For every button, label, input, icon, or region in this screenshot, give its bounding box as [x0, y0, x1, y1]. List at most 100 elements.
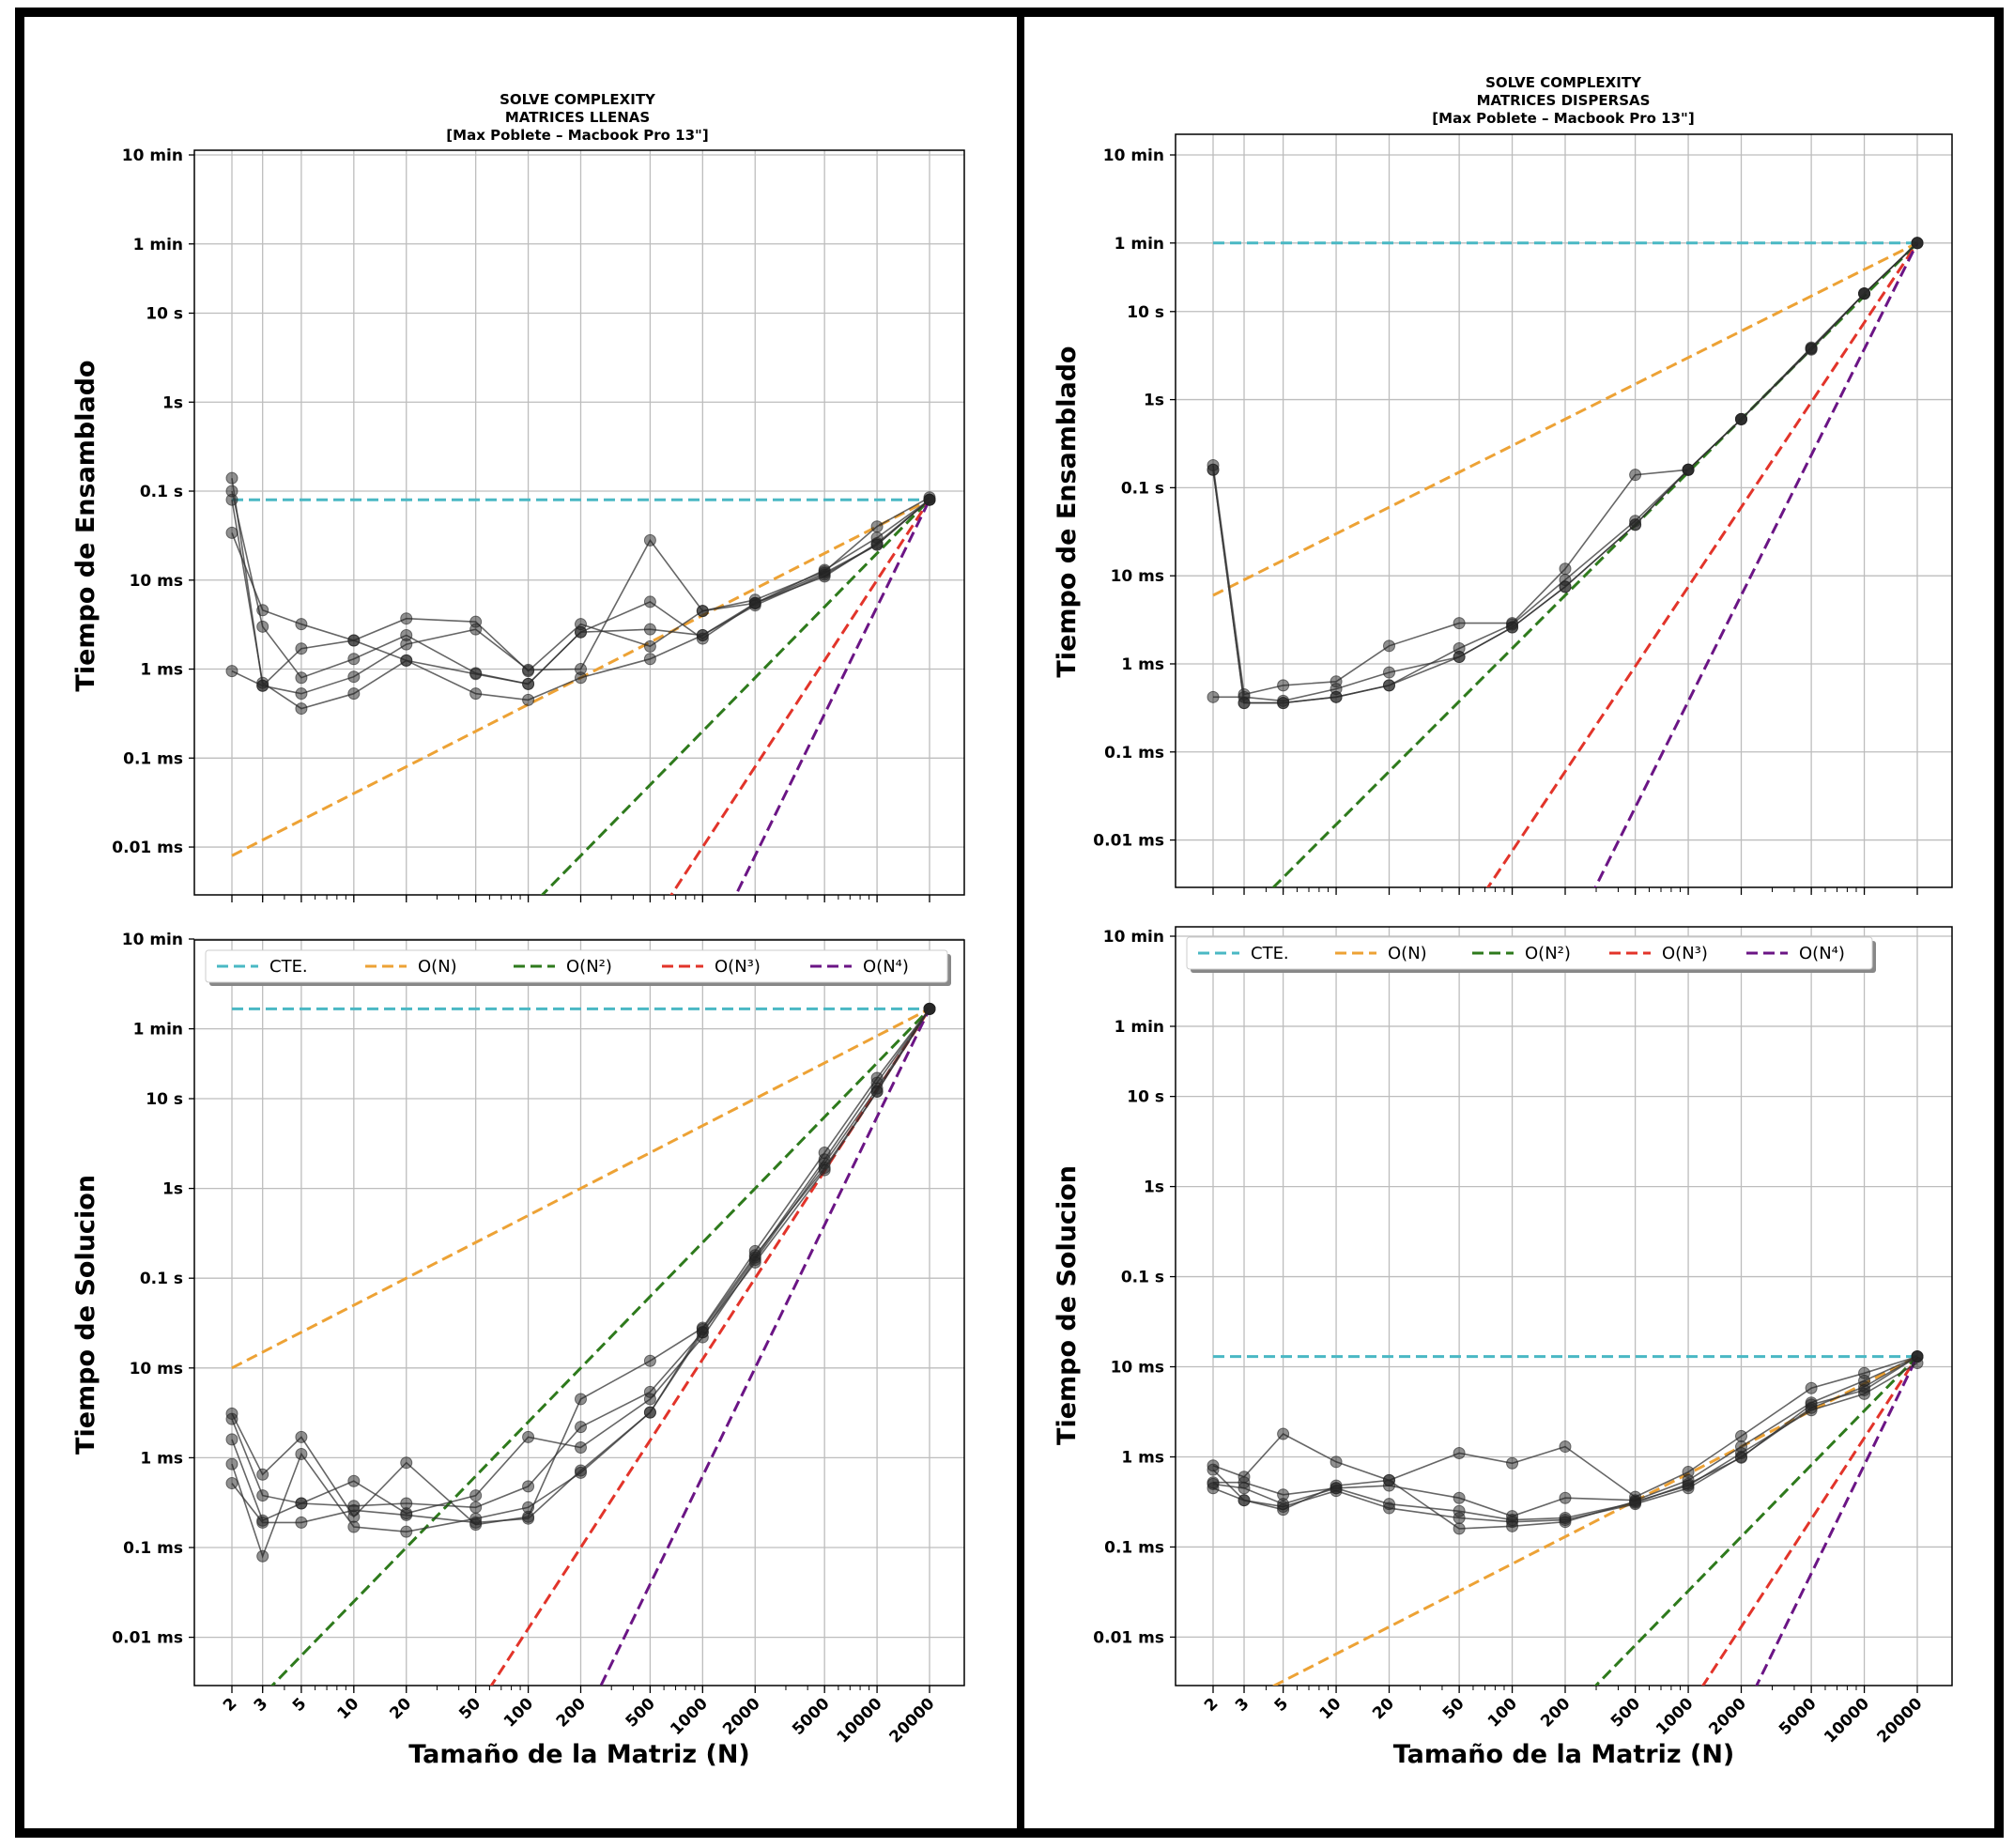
data-point [296, 1431, 307, 1442]
data-point [1507, 1457, 1518, 1469]
y-tick-label: 10 min [1103, 928, 1164, 947]
y-tick-label: 10 ms [130, 572, 183, 591]
data-point [749, 1256, 761, 1268]
data-point [1207, 691, 1219, 702]
y-tick-label: 0.01 ms [112, 1629, 183, 1648]
data-point [470, 624, 482, 635]
data-point [1384, 1499, 1395, 1510]
right-title-line-2: MATRICES DISPERSAS [1477, 92, 1651, 109]
data-point [257, 1550, 269, 1562]
y-tick-label: 0.1 s [1121, 1269, 1164, 1287]
legend-label: O(N³) [715, 957, 761, 977]
data-point [470, 1490, 482, 1502]
data-point [470, 1502, 482, 1513]
x-axis-label: Tamaño de la Matriz (N) [1393, 1740, 1735, 1769]
data-point [257, 1469, 269, 1480]
data-point [1560, 1441, 1571, 1453]
data-point [576, 1442, 587, 1454]
data-point [576, 1422, 587, 1433]
data-point [1507, 622, 1518, 633]
data-point [1278, 680, 1289, 691]
data-point [1912, 238, 1923, 249]
data-point [1453, 652, 1465, 663]
y-tick-label: 0.1 ms [1104, 744, 1164, 762]
y-tick-label: 1 ms [1121, 655, 1164, 674]
legend-label: O(N) [1388, 944, 1427, 963]
data-point [523, 694, 534, 705]
y-tick-label: 0.1 s [1121, 479, 1164, 498]
data-point [697, 606, 708, 617]
data-point [1912, 1351, 1923, 1363]
data-point [1560, 581, 1571, 593]
y-tick-label: 0.1 s [140, 1270, 183, 1288]
legend-label: O(N²) [1525, 944, 1571, 963]
data-point [226, 472, 238, 484]
data-point [1560, 1492, 1571, 1503]
y-tick-label: 1 min [133, 236, 183, 254]
data-point [576, 626, 587, 638]
data-point [523, 1502, 534, 1513]
y-tick-label: 10 min [122, 931, 183, 949]
data-point [401, 1526, 412, 1537]
data-point [1453, 1448, 1465, 1459]
data-point [1238, 1495, 1250, 1506]
y-tick-label: 1 min [1115, 235, 1164, 254]
data-point [1278, 698, 1289, 709]
y-tick-label: 1 ms [140, 661, 183, 680]
data-point [348, 635, 360, 646]
data-point [924, 494, 935, 505]
data-point [576, 1465, 587, 1476]
data-point [257, 1490, 269, 1502]
data-point [296, 688, 307, 700]
data-point [523, 1431, 534, 1442]
data-point [296, 1498, 307, 1509]
y-tick-label: 1 ms [140, 1449, 183, 1468]
data-point [1207, 464, 1219, 475]
data-point [644, 624, 655, 635]
right-title-line-3: [Max Poblete – Macbook Pro 13"] [1432, 110, 1694, 127]
right-title-line-1: SOLVE COMPLEXITY [1485, 74, 1642, 91]
data-point [749, 600, 761, 611]
data-point [1384, 1474, 1395, 1486]
data-point [1630, 519, 1641, 531]
data-point [348, 1521, 360, 1532]
data-point [470, 688, 482, 700]
data-point [1630, 470, 1641, 481]
legend-label: CTE. [269, 957, 308, 977]
data-point [470, 669, 482, 680]
y-axis-label: Tiempo de Solucion [71, 1175, 100, 1455]
left-title-line-2: MATRICES LLENAS [505, 109, 650, 126]
data-point [1238, 698, 1250, 709]
y-axis-label: Tiempo de Ensamblado [71, 360, 100, 691]
legend-label: O(N³) [1662, 944, 1708, 963]
data-point [296, 672, 307, 684]
legend-label: O(N) [418, 957, 457, 977]
data-point [644, 1355, 655, 1366]
y-tick-label: 10 s [146, 304, 183, 323]
legend: CTE. O(N) O(N²) O(N³) O(N⁴) [206, 950, 951, 986]
y-tick-label: 10 ms [130, 1360, 183, 1378]
y-tick-label: 1s [162, 393, 183, 412]
data-point [523, 1481, 534, 1492]
data-point [576, 664, 587, 675]
data-point [644, 534, 655, 546]
left-title-line-3: [Max Poblete – Macbook Pro 13"] [446, 127, 708, 144]
y-tick-label: 0.01 ms [112, 839, 183, 857]
data-point [296, 1448, 307, 1459]
data-point [401, 1457, 412, 1469]
data-point [523, 1513, 534, 1524]
y-tick-label: 0.1 s [140, 483, 183, 501]
x-axis-label: Tamaño de la Matriz (N) [408, 1740, 750, 1769]
data-point [348, 671, 360, 683]
data-point [257, 605, 269, 616]
y-tick-label: 1s [1144, 392, 1164, 410]
data-point [1560, 1513, 1571, 1524]
y-tick-label: 1 ms [1121, 1448, 1164, 1467]
data-point [1859, 288, 1870, 300]
y-tick-label: 10 s [1127, 1088, 1164, 1107]
data-point [1207, 1478, 1219, 1489]
data-point [296, 703, 307, 715]
data-point [401, 613, 412, 624]
y-tick-label: 10 s [146, 1090, 183, 1109]
